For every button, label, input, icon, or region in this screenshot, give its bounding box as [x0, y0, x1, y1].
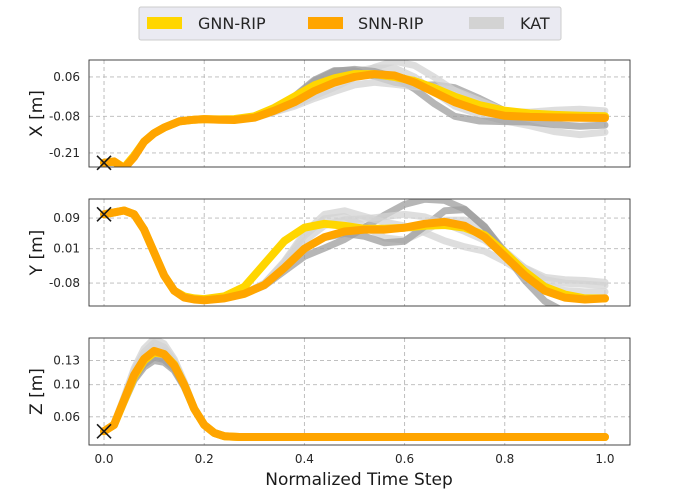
curves-z — [100, 338, 609, 441]
xtick-label-1: 0.2 — [195, 452, 214, 466]
legend-swatch-gnn-rip — [147, 17, 182, 29]
legend-label-kat: KAT — [520, 14, 550, 33]
legend: GNN-RIP SNN-RIP KAT — [138, 6, 562, 41]
start-marker-y — [96, 206, 112, 222]
ytick-label-z-0: 0.13 — [53, 354, 80, 368]
series-snn-rip-y — [100, 206, 609, 305]
series-snn-rip-x — [100, 70, 609, 167]
xtick-label-5: 1.0 — [595, 452, 614, 466]
ytick-label-z-2: 0.06 — [53, 410, 80, 424]
series-kat-z-2 — [100, 343, 609, 441]
x-axis-label: Normalized Time Step — [265, 470, 453, 490]
legend-label-snn-rip: SNN-RIP — [358, 14, 424, 33]
xtick-label-3: 0.6 — [395, 452, 414, 466]
panel-y: 0.09 0.01 -0.08Y [m] — [27, 198, 631, 307]
legend-frame — [138, 6, 562, 41]
frame-x — [88, 59, 631, 168]
frame-z — [88, 337, 631, 446]
frame-y — [88, 198, 631, 307]
panels: 0.06-0.08-0.21X [m]0.090.01-0.08Y [m]0.1… — [27, 59, 631, 466]
series-kat-z-0 — [100, 339, 609, 441]
y-axis-label-z: Z [m] — [27, 368, 47, 415]
ytick-label-z-1: 0.10 — [53, 378, 80, 392]
xtick-label-4: 0.8 — [495, 452, 514, 466]
curves-y — [100, 199, 609, 306]
panel-x: 0.06 -0.08 -0.21X [m] — [27, 59, 631, 171]
panel-z: 0.13 0.10 0.06 Z [m] 0.0 0.2 0.4 0.6 0.8 1.0 — [27, 337, 631, 466]
curves-x — [100, 60, 609, 167]
ytick-label-x-1: -0.08 — [49, 109, 80, 123]
series-kat-z-4 — [100, 338, 609, 441]
series-snn-rip-z — [100, 346, 609, 441]
y-axis-label-x: X [m] — [27, 90, 47, 137]
ytick-label-x-2: -0.21 — [49, 146, 80, 160]
legend-swatch-kat — [469, 17, 504, 29]
ytick-label-y-1: 0.01 — [53, 242, 80, 256]
legend-swatch-snn-rip — [308, 17, 343, 29]
start-marker-z — [96, 423, 112, 439]
ytick-label-y-2: -0.08 — [49, 276, 80, 290]
legend-label-gnn-rip: GNN-RIP — [198, 14, 266, 33]
ytick-label-x-0: 0.06 — [53, 70, 80, 84]
y-axis-label-y: Y [m] — [27, 230, 47, 277]
xtick-label-2: 0.4 — [295, 452, 314, 466]
ytick-label-y-0: 0.09 — [53, 211, 80, 225]
xtick-label-0: 0.0 — [94, 452, 113, 466]
